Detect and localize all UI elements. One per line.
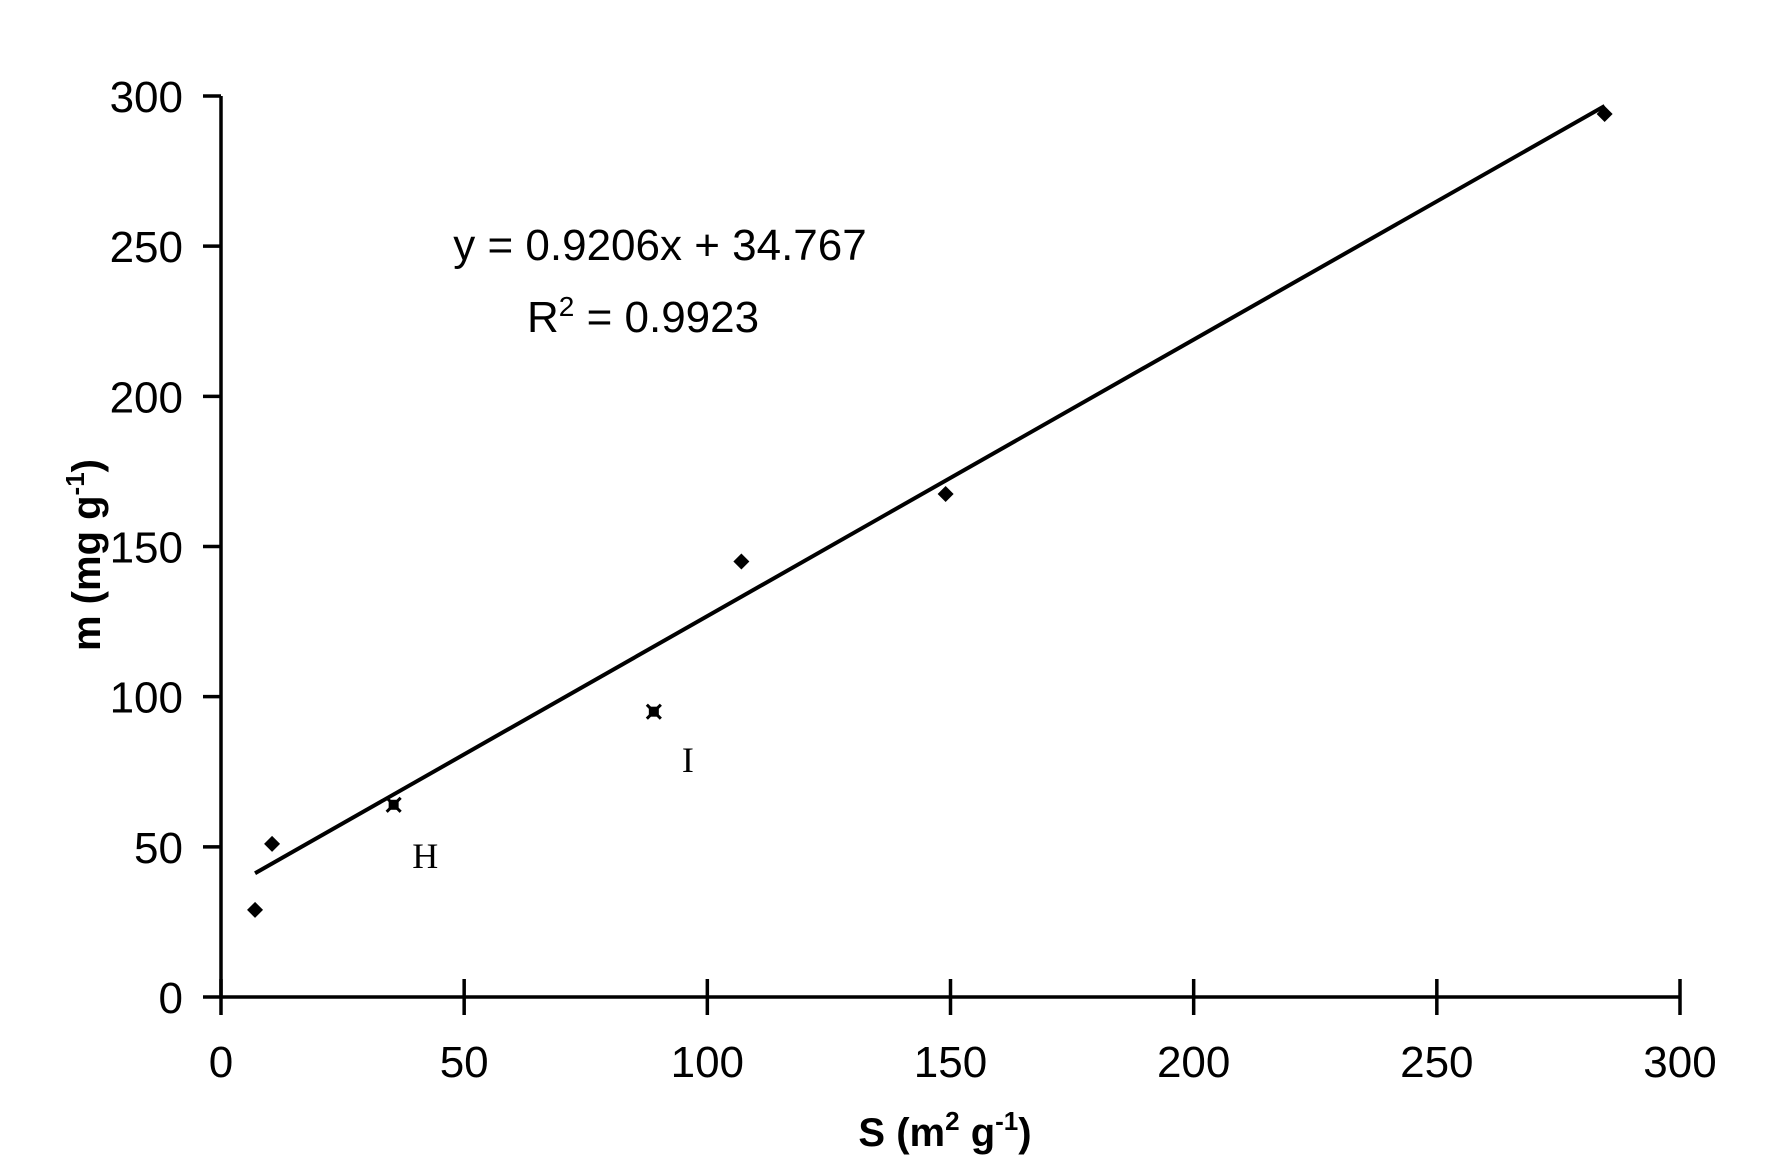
y-tick-label: 200 (110, 373, 183, 422)
x-tick-label: 0 (209, 1038, 233, 1087)
x-tick-label: 300 (1643, 1038, 1716, 1087)
y-title-part2: ) (65, 459, 109, 472)
x-title-part2: g (960, 1111, 996, 1155)
trend-equation: y = 0.9206x + 34.767 (453, 221, 866, 270)
x-marker (385, 796, 402, 813)
y-title-part1: m (mg g (65, 495, 109, 651)
x-marker (645, 703, 662, 720)
r2-superscript: 2 (559, 291, 575, 322)
x-title-part1: S (m (858, 1111, 945, 1155)
y-tick-label: 150 (110, 524, 183, 573)
y-axis-ticks: 0 50 100 150 200 250 300 (110, 73, 221, 1023)
trend-r-squared: R2 = 0.9923 (527, 291, 759, 342)
y-tick-label: 100 (110, 674, 183, 723)
y-title-sup: -1 (60, 472, 90, 495)
diamond-marker (937, 485, 954, 502)
x-axis-title: S (m2 g-1) (858, 1106, 1031, 1155)
x-tick-label: 250 (1400, 1038, 1473, 1087)
point-label: I (682, 740, 694, 780)
x-tick-label: 50 (440, 1038, 489, 1087)
r2-value: = 0.9923 (574, 293, 759, 342)
r2-prefix: R (527, 293, 559, 342)
y-axis-title: m (mg g-1) (60, 459, 109, 651)
x-title-sup1: 2 (945, 1106, 959, 1136)
x-tick-label: 150 (914, 1038, 987, 1087)
diamond-marker (733, 553, 750, 570)
trend-line (254, 104, 1606, 875)
x-tick-label: 100 (671, 1038, 744, 1087)
x-axis-ticks: 0 50 100 150 200 250 300 (209, 979, 1717, 1087)
y-tick-label: 250 (110, 223, 183, 272)
diamond-marker (247, 901, 264, 918)
x-title-sup2: -1 (995, 1106, 1018, 1136)
x-title-part3: ) (1018, 1111, 1031, 1155)
y-tick-label: 0 (159, 974, 183, 1023)
x-marker-stroke (645, 703, 662, 720)
x-tick-label: 200 (1157, 1038, 1230, 1087)
y-tick-label: 50 (134, 824, 183, 873)
x-marker-stroke (385, 796, 402, 813)
diamond-marker (1596, 106, 1613, 123)
data-markers (247, 106, 1613, 918)
y-tick-label: 300 (110, 73, 183, 122)
point-label: H (412, 836, 438, 876)
point-labels: HI (412, 740, 694, 876)
diamond-marker (264, 835, 281, 852)
